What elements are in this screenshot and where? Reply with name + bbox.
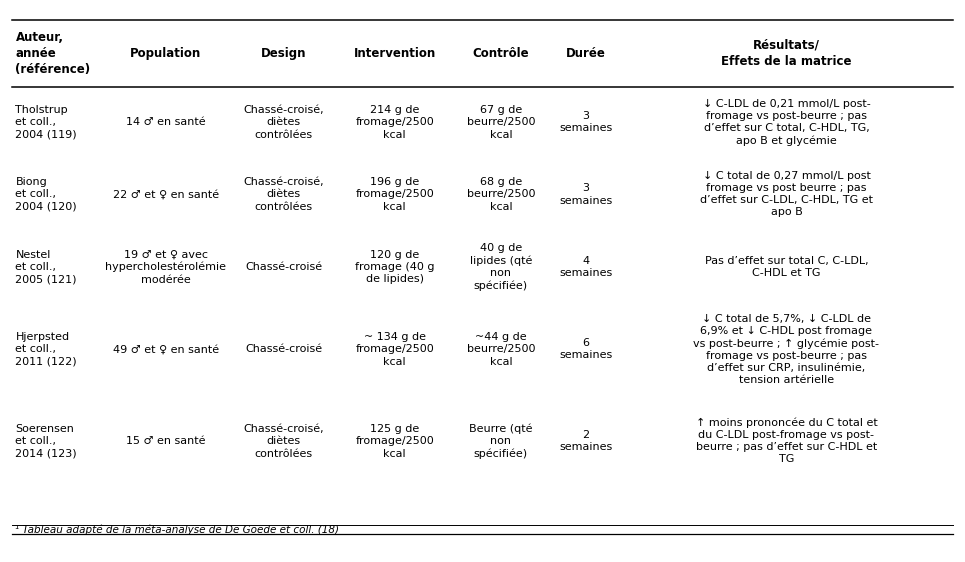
Text: Auteur,
année
(référence): Auteur, année (référence)	[15, 31, 91, 76]
Text: 40 g de
lipides (qté
non
spécifiée): 40 g de lipides (qté non spécifiée)	[470, 243, 532, 291]
Text: Population: Population	[130, 47, 202, 60]
Text: 15 ♂ en santé: 15 ♂ en santé	[126, 436, 206, 446]
Text: Biong
et coll.,
2004 (120): Biong et coll., 2004 (120)	[15, 177, 77, 212]
Text: 68 g de
beurre/2500
kcal: 68 g de beurre/2500 kcal	[467, 177, 535, 212]
Text: 2
semaines: 2 semaines	[559, 430, 613, 452]
Text: Pas d’effet sur total C, C-LDL,
C-HDL et TG: Pas d’effet sur total C, C-LDL, C-HDL et…	[704, 256, 868, 278]
Text: Chassé-croisé: Chassé-croisé	[245, 345, 322, 354]
Text: 120 g de
fromage (40 g
de lipides): 120 g de fromage (40 g de lipides)	[355, 250, 434, 284]
Text: Chassé-croisé,
diètes
contrôlées: Chassé-croisé, diètes contrôlées	[243, 105, 324, 139]
Text: ↓ C total de 5,7%, ↓ C-LDL de
6,9% et ↓ C-HDL post fromage
vs post-beurre ; ↑ gl: ↓ C total de 5,7%, ↓ C-LDL de 6,9% et ↓ …	[694, 314, 879, 384]
Text: ↓ C total de 0,27 mmol/L post
fromage vs post beurre ; pas
d’effet sur C-LDL, C-: ↓ C total de 0,27 mmol/L post fromage vs…	[700, 171, 873, 217]
Text: 3
semaines: 3 semaines	[559, 111, 613, 133]
Text: Résultats/
Effets de la matrice: Résultats/ Effets de la matrice	[721, 39, 852, 68]
Text: Design: Design	[261, 47, 307, 60]
Text: ↓ C-LDL de 0,21 mmol/L post-
fromage vs post-beurre ; pas
d’effet sur C total, C: ↓ C-LDL de 0,21 mmol/L post- fromage vs …	[703, 99, 870, 146]
Text: ~ 134 g de
fromage/2500
kcal: ~ 134 g de fromage/2500 kcal	[355, 332, 434, 366]
Text: 6
semaines: 6 semaines	[559, 338, 613, 360]
Text: ¹ Tableau adapté de la méta-analyse de De Goede et coll. (18): ¹ Tableau adapté de la méta-analyse de D…	[15, 524, 340, 534]
Text: 14 ♂ en santé: 14 ♂ en santé	[126, 117, 206, 127]
Text: Durée: Durée	[565, 47, 606, 60]
Text: 19 ♂ et ♀ avec
hypercholestérolémie
modérée: 19 ♂ et ♀ avec hypercholestérolémie modé…	[105, 249, 227, 285]
Text: Chassé-croisé,
diètes
contrôlées: Chassé-croisé, diètes contrôlées	[243, 177, 324, 212]
Text: 214 g de
fromage/2500
kcal: 214 g de fromage/2500 kcal	[355, 105, 434, 139]
Text: Chassé-croisé,
diètes
contrôlées: Chassé-croisé, diètes contrôlées	[243, 424, 324, 459]
Text: 22 ♂ et ♀ en santé: 22 ♂ et ♀ en santé	[113, 189, 219, 200]
Text: Contrôle: Contrôle	[473, 47, 529, 60]
Text: ~44 g de
beurre/2500
kcal: ~44 g de beurre/2500 kcal	[467, 332, 535, 366]
Text: 4
semaines: 4 semaines	[559, 256, 613, 278]
Text: Beurre (qté
non
spécifiée): Beurre (qté non spécifiée)	[469, 423, 533, 459]
Text: Nestel
et coll.,
2005 (121): Nestel et coll., 2005 (121)	[15, 250, 77, 284]
Text: 125 g de
fromage/2500
kcal: 125 g de fromage/2500 kcal	[355, 424, 434, 459]
Text: 196 g de
fromage/2500
kcal: 196 g de fromage/2500 kcal	[355, 177, 434, 212]
Text: Hjerpsted
et coll.,
2011 (122): Hjerpsted et coll., 2011 (122)	[15, 332, 77, 366]
Text: 67 g de
beurre/2500
kcal: 67 g de beurre/2500 kcal	[467, 105, 535, 139]
Text: Soerensen
et coll.,
2014 (123): Soerensen et coll., 2014 (123)	[15, 424, 77, 459]
Text: 49 ♂ et ♀ en santé: 49 ♂ et ♀ en santé	[113, 345, 219, 354]
Text: Tholstrup
et coll.,
2004 (119): Tholstrup et coll., 2004 (119)	[15, 105, 77, 139]
Text: Chassé-croisé: Chassé-croisé	[245, 262, 322, 272]
Text: Intervention: Intervention	[353, 47, 436, 60]
Text: 3
semaines: 3 semaines	[559, 183, 613, 206]
Text: ↑ moins prononcée du C total et
du C-LDL post-fromage vs post-
beurre ; pas d’ef: ↑ moins prononcée du C total et du C-LDL…	[696, 418, 877, 464]
